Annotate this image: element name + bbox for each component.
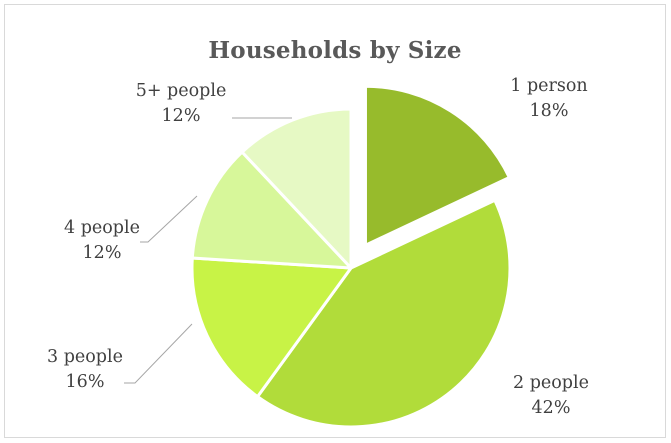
pie-slice-3-people bbox=[190, 256, 353, 399]
leader-lines bbox=[124, 117, 292, 384]
slice-percent-1-person: 18% bbox=[530, 101, 569, 121]
pie-slice-4-people bbox=[190, 150, 353, 270]
slice-label-1-person: 1 person bbox=[510, 76, 587, 96]
pie-slice-5-plus-people bbox=[240, 107, 353, 270]
leader-line-3-people bbox=[124, 323, 193, 384]
chart-title: Households by Size bbox=[208, 37, 462, 64]
pie-slice-2-people bbox=[256, 198, 512, 429]
slice-percent-2-people: 42% bbox=[532, 398, 571, 418]
slice-percent-4-people: 12% bbox=[83, 243, 122, 263]
slice-label-3-people: 3 people bbox=[47, 347, 123, 367]
pie-slice-1-person bbox=[363, 84, 511, 247]
slice-label-4-people: 4 people bbox=[64, 218, 140, 238]
slice-labels: 1 person 18% 2 people 42% 3 people 16% 4 peopl… bbox=[47, 76, 589, 418]
pie-slices bbox=[190, 84, 512, 429]
slice-label-5-plus-people: 5+ people bbox=[136, 81, 227, 101]
leader-line-4-people bbox=[140, 195, 198, 243]
slice-percent-5-plus-people: 12% bbox=[162, 106, 201, 126]
slice-label-2-people: 2 people bbox=[513, 373, 589, 393]
slice-percent-3-people: 16% bbox=[66, 372, 105, 392]
